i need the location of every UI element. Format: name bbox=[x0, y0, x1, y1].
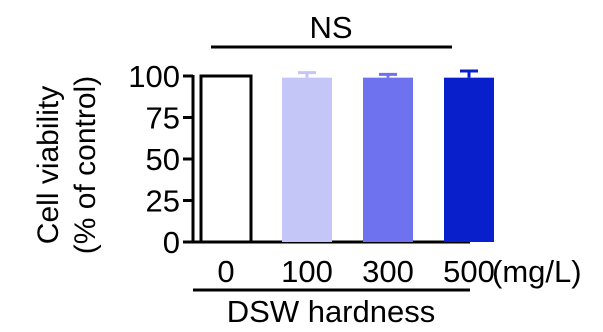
x-tick-label-500: 500 bbox=[443, 254, 495, 289]
x-tick-label-0: 0 bbox=[217, 254, 234, 289]
y-tick-label-75: 75 bbox=[146, 101, 180, 136]
significance-label: NS bbox=[309, 10, 352, 45]
y-tick-label-50: 50 bbox=[146, 142, 180, 177]
labels-group: 0 25 50 75 100 Cell viability (% of control) 0 1… bbox=[32, 10, 582, 329]
y-axis-title-line1: Cell viability bbox=[32, 86, 65, 244]
x-tick-label-100: 100 bbox=[281, 254, 333, 289]
x-unit-label: (mg/L) bbox=[492, 254, 582, 289]
y-tick-label-25: 25 bbox=[146, 184, 180, 219]
bar-300 bbox=[363, 77, 413, 242]
x-tick-label-300: 300 bbox=[362, 254, 414, 289]
bar-0 bbox=[199, 74, 253, 244]
bar-500 bbox=[444, 77, 494, 242]
bar-100 bbox=[282, 77, 332, 242]
bars-group bbox=[199, 69, 494, 244]
x-axis-title: DSW hardness bbox=[227, 294, 435, 327]
y-axis-title-line2: (% of control) bbox=[69, 76, 102, 254]
y-tick-label-100: 100 bbox=[128, 59, 180, 94]
y-tick-label-0: 0 bbox=[163, 225, 180, 260]
